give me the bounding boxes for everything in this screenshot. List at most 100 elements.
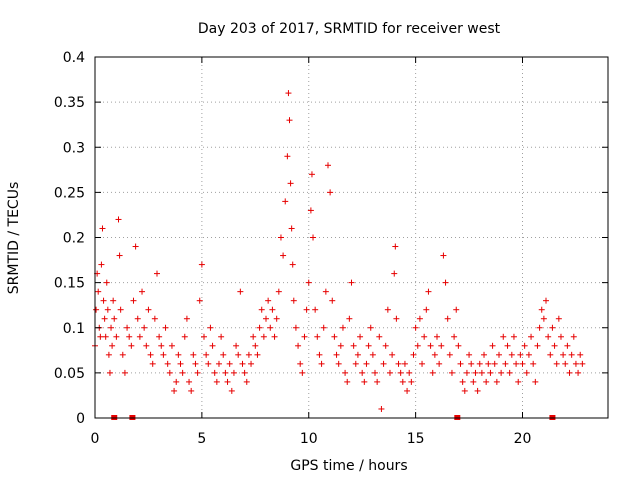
data-point [284, 153, 291, 160]
data-point [111, 315, 118, 322]
data-point [119, 351, 126, 358]
data-point [243, 378, 250, 385]
data-point [93, 306, 100, 313]
data-point [389, 351, 396, 358]
data-point [230, 369, 237, 376]
data-point [342, 369, 349, 376]
data-point [378, 405, 385, 412]
data-point [226, 360, 233, 367]
data-point [322, 288, 329, 295]
data-point [314, 333, 321, 340]
data-point [575, 369, 582, 376]
data-point [101, 315, 108, 322]
data-point [305, 279, 312, 286]
data-point [271, 333, 278, 340]
data-point [406, 369, 413, 376]
data-point [468, 360, 475, 367]
data-point [361, 378, 368, 385]
data-point [412, 324, 419, 331]
data-point [359, 369, 366, 376]
data-point [312, 306, 319, 313]
data-point [275, 288, 282, 295]
y-tick-label: 0.1 [63, 321, 85, 337]
x-tick-label: 10 [300, 431, 318, 447]
data-point [132, 243, 139, 250]
data-point [498, 369, 505, 376]
data-point [427, 342, 434, 349]
data-point [145, 306, 152, 313]
data-point [106, 369, 113, 376]
data-point [192, 360, 199, 367]
data-point [310, 234, 317, 241]
data-point [143, 342, 150, 349]
data-point [273, 315, 280, 322]
data-point [436, 360, 443, 367]
y-tick-label: 0.35 [54, 95, 85, 111]
y-tick-label: 0.2 [63, 231, 85, 247]
data-point [97, 333, 104, 340]
data-point [560, 351, 567, 358]
data-point [173, 378, 180, 385]
data-point [162, 324, 169, 331]
chart-title: Day 203 of 2017, SRMTID for receiver wes… [198, 21, 501, 37]
data-point [108, 324, 115, 331]
data-point [160, 351, 167, 358]
data-point [188, 387, 195, 394]
data-points [92, 90, 586, 412]
data-point [485, 360, 492, 367]
x-tick-label: 15 [407, 431, 425, 447]
data-point [288, 225, 295, 232]
data-point [564, 342, 571, 349]
data-point [495, 351, 502, 358]
data-point [316, 351, 323, 358]
data-point [459, 378, 466, 385]
data-point [252, 342, 259, 349]
data-point [451, 333, 458, 340]
y-tick-label: 0.15 [54, 276, 85, 292]
data-point [530, 360, 537, 367]
data-point [267, 324, 274, 331]
data-point [538, 306, 545, 313]
data-point [357, 333, 364, 340]
data-point [562, 360, 569, 367]
data-point [110, 297, 117, 304]
data-point [502, 360, 509, 367]
data-point [525, 351, 532, 358]
data-point [523, 369, 530, 376]
data-point [517, 351, 524, 358]
data-point [158, 342, 165, 349]
data-point [553, 360, 560, 367]
data-point [168, 342, 175, 349]
data-point [282, 198, 289, 205]
data-point [128, 342, 135, 349]
data-point [153, 270, 160, 277]
data-point [466, 351, 473, 358]
data-point [241, 369, 248, 376]
data-point [513, 360, 520, 367]
data-point [470, 378, 477, 385]
data-point [301, 333, 308, 340]
x-tick-label: 5 [197, 431, 206, 447]
data-point [320, 324, 327, 331]
data-point [372, 369, 379, 376]
data-point [220, 351, 227, 358]
data-point [277, 234, 284, 241]
data-point [207, 324, 214, 331]
data-point [419, 360, 426, 367]
data-point [105, 351, 112, 358]
data-point [504, 342, 511, 349]
data-point [395, 360, 402, 367]
data-point [250, 333, 257, 340]
data-point [327, 189, 334, 196]
data-point [260, 333, 267, 340]
data-point [196, 297, 203, 304]
data-point [346, 315, 353, 322]
data-point [237, 288, 244, 295]
data-point [557, 333, 564, 340]
data-point [414, 342, 421, 349]
y-tick-label: 0.3 [63, 140, 85, 156]
data-point [528, 333, 535, 340]
data-point [190, 351, 197, 358]
data-point [177, 360, 184, 367]
